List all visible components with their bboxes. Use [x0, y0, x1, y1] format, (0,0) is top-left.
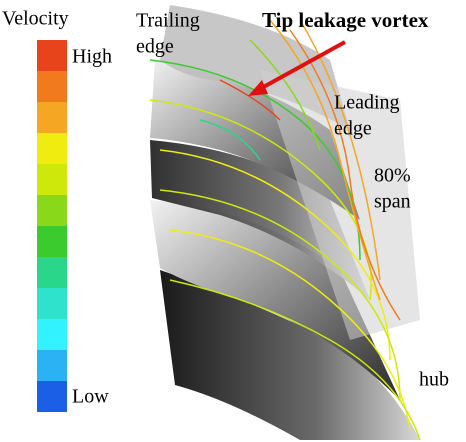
colorbar	[37, 40, 67, 412]
colorbar-segment	[37, 133, 67, 164]
colorbar-segment	[37, 319, 67, 350]
colorbar-segment	[37, 350, 67, 381]
colorbar-segment	[37, 40, 67, 71]
annotation: Leading	[334, 92, 400, 114]
annotation: Tip leakage vortex	[262, 8, 429, 32]
annotation: Trailing	[136, 10, 200, 32]
colorbar-segment	[37, 288, 67, 319]
annotation: span	[374, 191, 411, 213]
colorbar-segment	[37, 71, 67, 102]
annotation: edge	[334, 118, 372, 140]
colorbar-segment	[37, 381, 67, 412]
legend-low: Low	[72, 386, 109, 408]
figure: Velocity High Low Trailing edge Tip leak…	[0, 0, 466, 442]
annotation: edge	[136, 36, 174, 58]
blades	[150, 5, 420, 440]
colorbar-segment	[37, 102, 67, 133]
annotation: hub	[419, 369, 449, 391]
legend-high: High	[72, 46, 112, 68]
colorbar-segment	[37, 195, 67, 226]
colorbar-segment	[37, 164, 67, 195]
annotation: 80%	[374, 165, 411, 187]
colorbar-segment	[37, 226, 67, 257]
colorbar-segment	[37, 257, 67, 288]
legend-title: Velocity	[2, 8, 69, 30]
